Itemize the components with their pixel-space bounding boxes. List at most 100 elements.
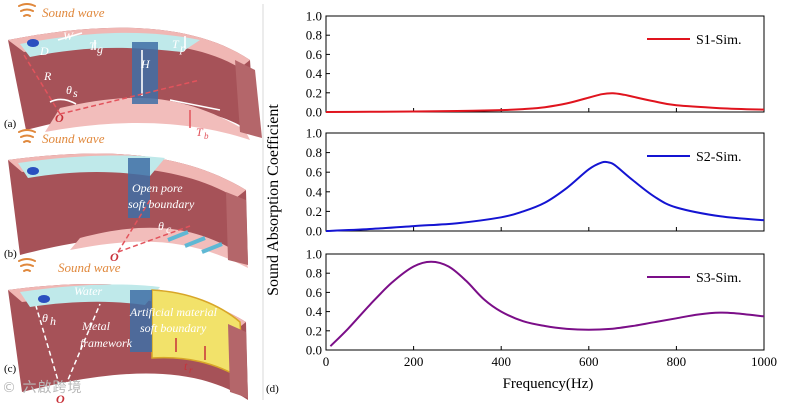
angle-line-a <box>59 79 201 115</box>
sym-theta-s: θ <box>66 83 72 97</box>
panel-c: Sound wave Water θ h Metal framework Art… <box>4 258 248 404</box>
tr-arrows <box>175 338 206 360</box>
shell-b-plate <box>128 158 150 218</box>
y-tick-label: 0.8 <box>306 28 322 43</box>
legend-label: S1-Sim. <box>696 33 742 48</box>
shell-a-inner-floor <box>45 97 250 140</box>
y-axis-label: Sound Absorption Coefficient <box>265 104 282 296</box>
y-tick-label: 0.4 <box>306 304 323 319</box>
shell-a-water <box>20 32 200 57</box>
sound-wave-label: Sound wave <box>58 260 121 275</box>
plot-frame <box>325 253 765 351</box>
watermark: © 六啟跨境 <box>2 380 83 396</box>
y-tick-label: 0.0 <box>306 105 322 120</box>
y-tick-label: 0.6 <box>306 165 323 180</box>
x-axis-label: Frequency(Hz) <box>503 376 594 392</box>
sound-wave-icon <box>18 3 36 17</box>
sound-wave-label: Sound wave <box>42 131 105 146</box>
x-tick-label: 200 <box>404 354 424 369</box>
x-tick-label: 400 <box>491 354 511 369</box>
plot-frame <box>325 132 765 232</box>
y-tick-label: 0.4 <box>306 184 323 199</box>
y-tick-label: 0.4 <box>306 66 323 81</box>
y-tick-label: 0.2 <box>306 204 322 219</box>
series-line <box>325 160 765 232</box>
y-tick-label: 0.0 <box>306 343 322 358</box>
artificial-line2: soft boundary <box>140 321 207 335</box>
dimension-arrows-a <box>57 32 221 111</box>
shell-c-plate <box>130 290 152 352</box>
shell-a-end-wall <box>235 60 262 138</box>
panel-d: Sound Absorption Coefficient Frequency(H… <box>265 9 777 396</box>
radius-line-a <box>23 54 61 115</box>
sym-s: s <box>73 86 78 100</box>
shell-c-end-wall <box>228 324 248 398</box>
y-tick-label: 1.0 <box>306 126 322 141</box>
x-tick-label: 600 <box>579 354 599 369</box>
x-tick-label: 0 <box>323 354 330 369</box>
sym-p: p <box>179 41 186 55</box>
sym-h: H <box>140 57 151 71</box>
x-tick-label: 1000 <box>751 354 777 369</box>
plot-frame <box>325 15 765 113</box>
sym-r-c: r <box>189 365 193 375</box>
y-tick-label: 0.8 <box>306 266 322 281</box>
sound-wave-icon <box>18 258 36 272</box>
sym-o-a: O <box>55 111 64 125</box>
sym-theta-c: θ <box>158 219 164 233</box>
water-label: Water <box>74 284 103 298</box>
artificial-line1: Artificial material <box>129 305 218 319</box>
sym-theta-h: θ <box>42 311 48 325</box>
open-pore-line2: soft boundary <box>128 197 195 211</box>
angle-line-c2 <box>61 303 101 395</box>
angle-line-b <box>117 225 191 253</box>
sym-c: c <box>166 222 172 236</box>
sym-t2: T <box>172 37 180 51</box>
sym-b: b <box>204 131 209 141</box>
y-tick-label: 0.6 <box>306 285 323 300</box>
y-tick-label: 0.2 <box>306 85 322 100</box>
legend-label: S2-Sim. <box>696 150 742 165</box>
panel-label-c: (c) <box>4 363 17 375</box>
angle-line-c <box>35 305 63 395</box>
panel-label-d: (d) <box>266 383 279 395</box>
sym-g: g <box>97 42 103 56</box>
sym-d: D <box>39 44 49 58</box>
sym-o-b: O <box>110 250 119 264</box>
y-tick-label: 0.8 <box>306 145 322 160</box>
sym-o-c: O <box>56 392 65 404</box>
chart-1: 0.0 0.2 0.4 0.6 0.8 1.0 S1-Sim. <box>306 9 765 120</box>
metal-line1: Metal <box>81 319 111 333</box>
panel-label-b: (b) <box>4 248 17 260</box>
soft-boundary-strips <box>167 230 223 254</box>
sound-wave-label: Sound wave <box>42 5 105 20</box>
shell-b-end-wall <box>226 192 248 265</box>
radius-line-b <box>117 199 151 253</box>
chart-2: 0.0 0.2 0.4 0.6 0.8 1.0 S2-Sim. <box>306 126 765 239</box>
legend-label: S3-Sim. <box>696 271 742 286</box>
sym-t-c: t <box>184 359 188 373</box>
y-tick-label: 0.2 <box>306 323 322 338</box>
charts: 0.0 0.2 0.4 0.6 0.8 1.0 S1-Sim. 0.0 0.2 0.4 0.6 0.8… <box>306 9 777 370</box>
y-tick-label: 0.6 <box>306 47 323 62</box>
y-tick-label: 1.0 <box>306 247 322 262</box>
sym-w: W <box>63 29 74 43</box>
pore-b <box>27 167 39 175</box>
pore-c <box>38 295 50 303</box>
shell-a-plate <box>132 42 158 104</box>
x-tick-label: 800 <box>667 354 687 369</box>
series-line <box>329 260 765 347</box>
sym-r: R <box>43 69 52 83</box>
angle-arc-a <box>49 98 77 105</box>
panel-b: Sound wave Open pore soft boundary θ c O… <box>4 129 248 268</box>
y-tick-label: 1.0 <box>306 9 322 24</box>
y-tick-label: 0.0 <box>306 224 322 239</box>
panel-a: Sound wave W D T g T p H R θ s O T <box>4 3 262 141</box>
shell-c-water <box>20 284 160 307</box>
sym-h-c: h <box>50 314 56 328</box>
open-pore-line1: Open pore <box>132 181 183 195</box>
sym-tb: T <box>196 125 204 139</box>
series-line <box>325 92 765 113</box>
metal-line2: framework <box>80 336 133 350</box>
